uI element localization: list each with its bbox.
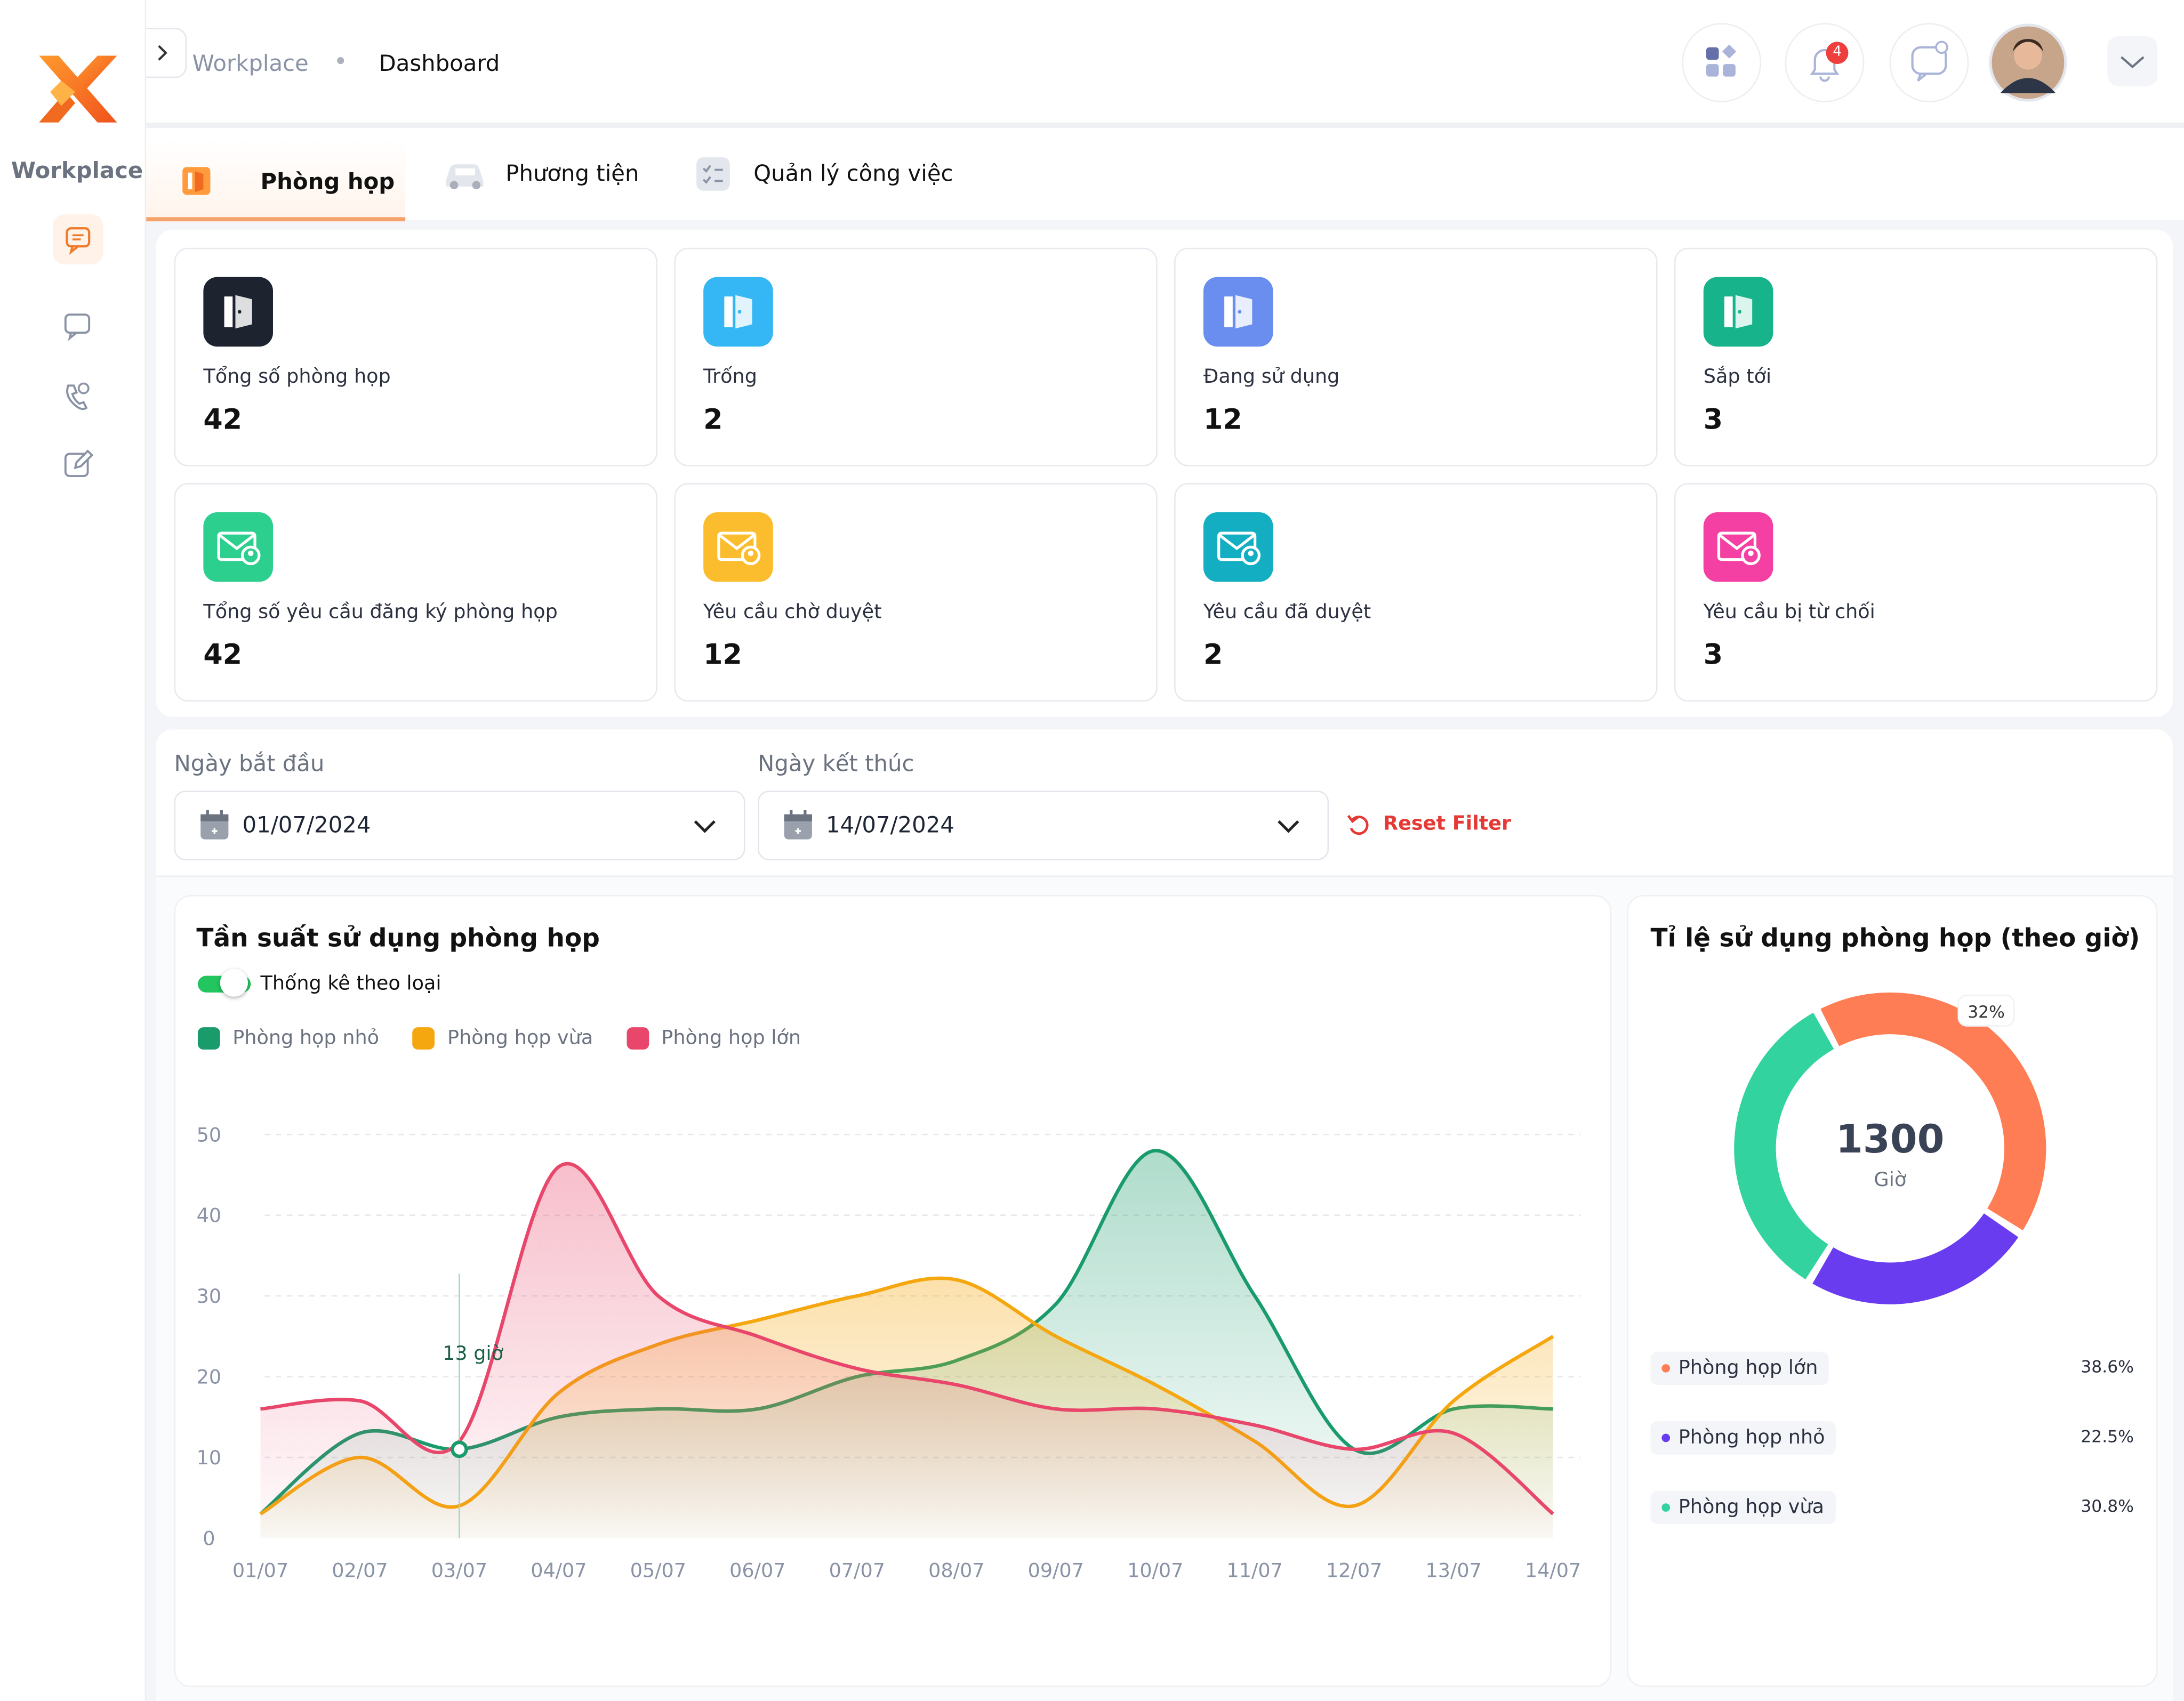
stat-value: 2 [703, 402, 723, 436]
stat-icon [703, 512, 773, 582]
breadcrumb-current: Dashboard [379, 50, 500, 77]
stat-label: Yêu cầu đã duyệt [1203, 601, 1371, 624]
stat-label: Trống [703, 366, 757, 389]
legend: Phòng họp nhỏ Phòng họp vừa Phòng họp lớn [197, 1025, 801, 1052]
legend-swatch [412, 1027, 435, 1050]
filter-panel: Ngày bắt đầu Ngày kết thúc 01/07/2024 14… [156, 729, 2173, 877]
stat-value: 42 [203, 637, 243, 671]
stat-card[interactable]: Yêu cầu chờ duyệt 12 [674, 483, 1158, 702]
donut-value-label: 38.6% [2081, 1357, 2134, 1377]
stat-icon [1203, 512, 1273, 582]
header-icons [1682, 23, 2067, 102]
stat-icon [203, 277, 273, 347]
stat-label: Tổng số yêu cầu đăng ký phòng họp [203, 601, 558, 624]
tab-icon-car [445, 164, 484, 190]
legend-dot [1661, 1503, 1671, 1512]
legend-item: Phòng họp nhỏ [197, 1025, 380, 1052]
stat-value: 42 [203, 402, 243, 436]
line-card: Tần suất sử dụng phòng họp Thống kê theo… [174, 895, 1612, 1687]
stat-card[interactable]: Sắp tới 3 [1674, 247, 2158, 466]
donut-legend-item: Phòng họp nhỏ [1650, 1421, 1836, 1455]
stat-icon [1703, 512, 1773, 582]
stat-icon [203, 512, 273, 582]
donut-legend-item: Phòng họp lớn [1650, 1351, 1829, 1385]
stat-card[interactable]: Tổng số phòng họp 42 [174, 247, 657, 466]
stat-value: 12 [1203, 402, 1242, 436]
line-title: Tần suất sử dụng phòng họp [196, 924, 600, 954]
legend-swatch [197, 1027, 220, 1050]
tab-active[interactable]: Phòng họp [146, 139, 406, 222]
collapse-button[interactable] [146, 28, 187, 78]
tab-label: Phòng họp [260, 168, 395, 195]
end-date-select[interactable]: 14/07/2024 [758, 791, 1329, 860]
start-date: 01/07/2024 [242, 811, 371, 838]
tab-label[interactable]: Quản lý công việc [753, 160, 953, 187]
stat-icon [1203, 277, 1273, 347]
stat-card[interactable]: Yêu cầu đã duyệt 2 [1174, 483, 1658, 702]
account-menu[interactable] [2107, 36, 2158, 86]
breadcrumb-root[interactable]: Workplace [192, 50, 309, 77]
legend-item: Phòng họp vừa [412, 1025, 593, 1052]
brand: Workplace [11, 157, 143, 184]
filter-label: Ngày kết thúc [758, 750, 914, 777]
stat-label: Tổng số phòng họp [203, 366, 391, 389]
stat-value: 12 [703, 637, 742, 671]
legend-dot [1661, 1364, 1671, 1373]
stat-label: Đang sử dụng [1203, 366, 1340, 389]
donut-value-label: 22.5% [2081, 1426, 2134, 1447]
legend-label: Phòng họp vừa [447, 1027, 593, 1050]
legend-dot [1661, 1433, 1671, 1442]
stat-label: Sắp tới [1703, 366, 1772, 389]
stats-panel: Tổng số phòng họp 42 Trống 2 Đang sử dụng 12 S… [156, 229, 2173, 717]
legend-label: Phòng họp lớn [661, 1027, 801, 1050]
sidebar: Workplace [0, 0, 147, 1701]
nav-edit[interactable] [53, 440, 103, 490]
donut-legend-item: Phòng họp vừa [1650, 1490, 1835, 1525]
header: Workplace Dashboard 4 [146, 0, 2184, 128]
donut-value-label: 30.8% [2081, 1496, 2134, 1516]
stat-label: Yêu cầu chờ duyệt [703, 601, 882, 624]
stat-card[interactable]: Đang sử dụng 12 [1174, 247, 1658, 466]
end-date: 14/07/2024 [826, 811, 954, 838]
stat-icon [1703, 277, 1773, 347]
breadcrumb-dot [337, 57, 344, 65]
start-date-select[interactable]: 01/07/2024 [174, 791, 745, 860]
legend-item: Phòng họp lớn [626, 1025, 801, 1052]
stat-value: 3 [1703, 637, 1723, 671]
stat-card[interactable]: Yêu cầu bị từ chối 3 [1674, 483, 2158, 702]
stat-card[interactable]: Trống 2 [674, 247, 1158, 466]
stat-card[interactable]: Tổng số yêu cầu đăng ký phòng họp 42 [174, 483, 657, 702]
notification-badge: 4 [1826, 42, 1849, 65]
nav-chat[interactable] [53, 301, 103, 351]
stat-icon [703, 277, 773, 347]
donut-title: Tỉ lệ sử dụng phòng họp (theo giờ) [1650, 924, 2140, 954]
stat-value: 3 [1703, 402, 1723, 436]
tab-bar: Phòng họp Phương tiện Quản lý công việc [146, 128, 2184, 222]
tab-label[interactable]: Phương tiện [505, 160, 639, 187]
legend-swatch [626, 1027, 649, 1050]
filter-label: Ngày bắt đầu [174, 750, 325, 777]
nav-active[interactable] [53, 214, 103, 265]
toggle-label: Thống kê theo loại [260, 973, 441, 996]
stat-label: Yêu cầu bị từ chối [1703, 601, 1875, 624]
stat-value: 2 [1203, 637, 1223, 671]
tab-icon-task [696, 157, 730, 191]
legend-label: Phòng họp nhỏ [232, 1027, 380, 1050]
reset-label: Reset Filter [1383, 812, 1512, 835]
donut-card: Tỉ lệ sử dụng phòng họp (theo giờ) Phòng… [1627, 895, 2158, 1687]
toggle[interactable] [197, 969, 251, 997]
nav-call[interactable] [53, 370, 103, 421]
logo [39, 55, 117, 123]
